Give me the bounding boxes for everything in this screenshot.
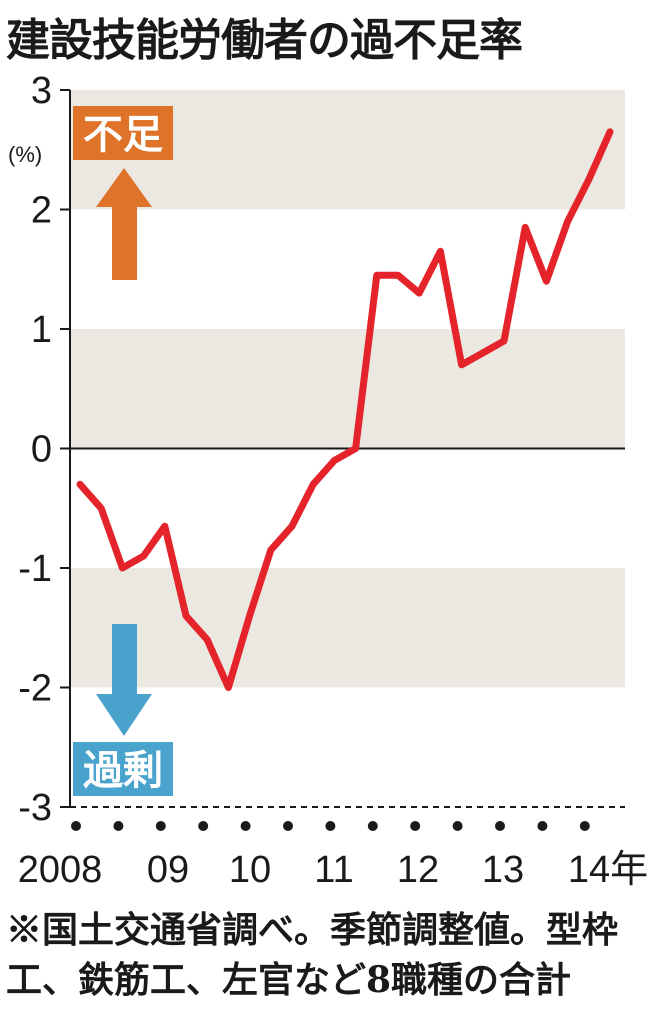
- x-tick-labels: 2008 09 10 11 12 13 14年: [18, 849, 648, 891]
- x-tick-dot: [325, 821, 336, 831]
- y-tick-label: 2: [31, 190, 52, 232]
- y-tick-label: -1: [18, 548, 52, 590]
- y-tick-labels: 3 2 1 0 -1 -2 -3: [18, 70, 52, 829]
- down-arrow-icon: [96, 624, 152, 736]
- shortage-annotation: 不足: [73, 106, 173, 280]
- x-tick-dot: [283, 821, 293, 831]
- x-tick-label: 2008: [18, 849, 103, 891]
- x-tick-dot: [537, 821, 548, 831]
- axes: [60, 89, 625, 808]
- x-tick-dot: [579, 821, 590, 831]
- shortage-label-box: [73, 106, 173, 160]
- x-tick-dot: [410, 821, 421, 831]
- x-tick-dots: [71, 821, 590, 831]
- y-tick-label: -2: [18, 668, 52, 710]
- series-line: [76, 128, 614, 691]
- background-bands: [70, 90, 625, 688]
- x-tick-dot: [367, 821, 378, 831]
- x-tick-dot: [240, 821, 251, 831]
- x-tick-label: 09: [147, 849, 189, 891]
- band: [70, 329, 625, 449]
- shortage-label: 不足: [83, 112, 163, 158]
- x-tick-label: 11: [314, 849, 353, 891]
- surplus-label: 過剰: [83, 748, 163, 794]
- source-note: ※国土交通省調べ。季節調整値。型枠工、鉄筋工、左官など8職種の合計: [6, 909, 619, 1001]
- y-tick-label: -3: [18, 787, 52, 829]
- band: [70, 568, 625, 688]
- up-arrow-icon: [96, 168, 152, 280]
- x-tick-dot: [113, 821, 124, 831]
- y-tick-label: 0: [31, 429, 52, 471]
- x-tick-label: 12: [397, 849, 439, 891]
- x-tick-dot: [71, 821, 81, 831]
- y-axis-unit: (%): [8, 142, 42, 167]
- x-tick-dot: [452, 821, 463, 831]
- x-tick-label: 13: [482, 849, 524, 891]
- y-tick-label: 1: [31, 309, 52, 351]
- x-tick-dot: [155, 821, 166, 831]
- chart-title: 建設技能労働者の過不足率: [6, 15, 523, 66]
- surplus-annotation: 過剰: [73, 624, 173, 796]
- surplus-label-box: [73, 742, 173, 796]
- x-tick-dot: [198, 821, 209, 831]
- x-tick-dot: [495, 821, 505, 831]
- x-tick-label: 10: [229, 849, 271, 891]
- y-tick-label: 3: [31, 70, 52, 112]
- x-tick-label: 14年: [568, 849, 648, 891]
